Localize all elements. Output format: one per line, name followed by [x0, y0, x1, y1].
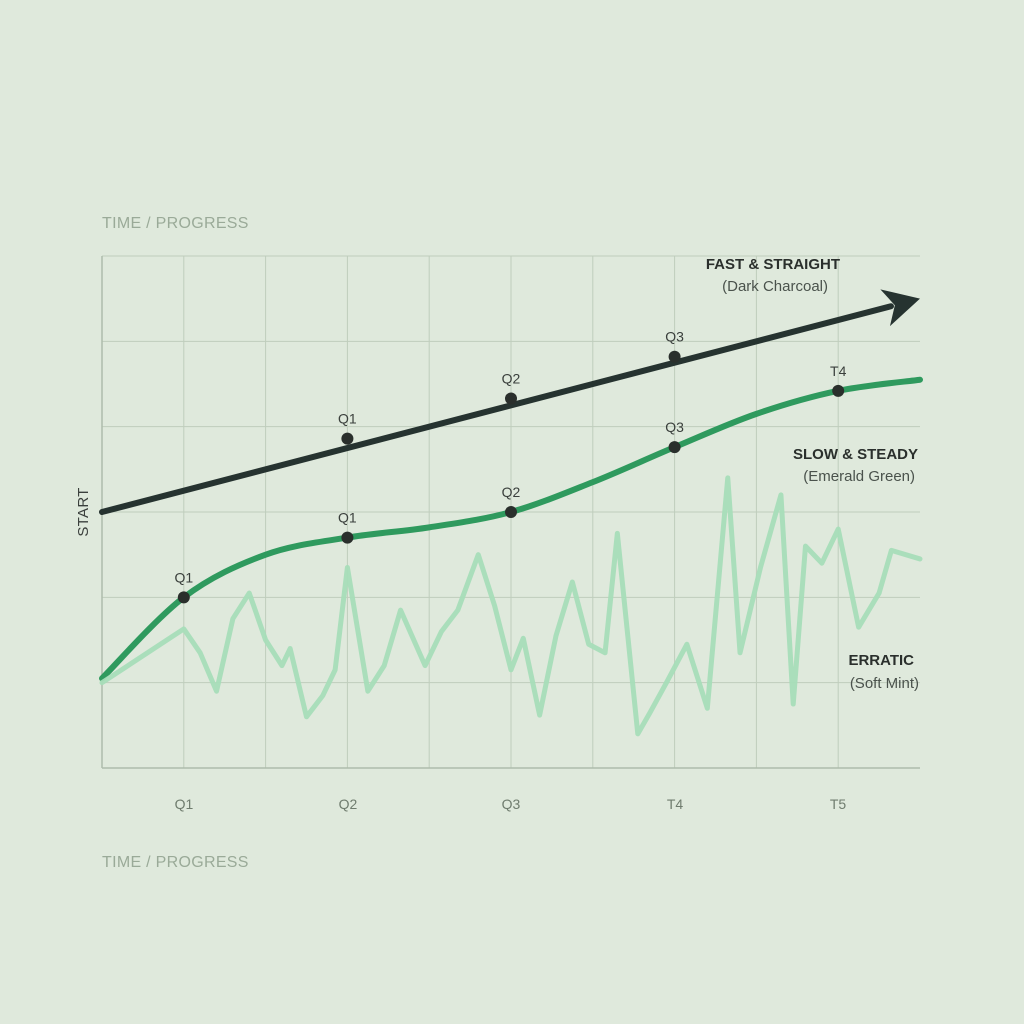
data-point-slow — [341, 531, 354, 544]
data-point-slow — [668, 441, 681, 454]
x-tick-label: T5 — [830, 796, 847, 812]
data-point-label-slow: Q1 — [338, 510, 357, 526]
legend-erratic-subtitle: (Soft Mint) — [850, 675, 919, 692]
data-point-label-fast: Q1 — [338, 411, 357, 427]
data-point-slow — [832, 384, 845, 397]
data-point-label-fast: Q2 — [502, 371, 521, 387]
x-tick-label: T4 — [667, 796, 684, 812]
legend-erratic-title: ERRATIC — [848, 652, 914, 669]
data-point-slow — [177, 591, 190, 604]
legend-fast-title: FAST & STRAIGHT — [706, 256, 840, 273]
arrowhead — [880, 289, 920, 327]
data-point-fast — [341, 432, 354, 445]
legend-slow-title: SLOW & STEADY — [793, 446, 918, 463]
x-tick-label: Q2 — [339, 796, 358, 812]
x-tick-labels: Q1 Q2 Q3 T4 T5 — [175, 796, 847, 812]
series-line-fast — [99, 303, 894, 515]
legend-fast-subtitle: (Dark Charcoal) — [722, 278, 828, 295]
x-tick-label: Q3 — [502, 796, 521, 812]
x-axis-title: TIME / PROGRESS — [102, 854, 249, 871]
data-point-label-slow: Q2 — [502, 484, 521, 500]
series-line-erratic — [99, 475, 923, 737]
y-axis-title: START — [75, 487, 92, 536]
data-point-fast — [505, 392, 517, 405]
data-point-label-slow: Q3 — [665, 419, 684, 435]
markers: Q1 Q2 Q3 Q1 Q1 Q2 Q3 T4 — [174, 329, 847, 604]
legend-slow-subtitle: (Emerald Green) — [803, 468, 915, 485]
data-point-slow — [505, 506, 517, 518]
data-point-label-fast: Q3 — [665, 329, 684, 345]
x-axis-title-top: TIME / PROGRESS — [102, 215, 249, 232]
series-labels: FAST & STRAIGHT (Dark Charcoal) SLOW & S… — [706, 256, 919, 692]
data-point-fast — [668, 350, 681, 363]
data-point-label-slow: T4 — [830, 363, 847, 379]
x-tick-label: Q1 — [175, 796, 194, 812]
data-point-label-slow: Q1 — [174, 569, 193, 585]
